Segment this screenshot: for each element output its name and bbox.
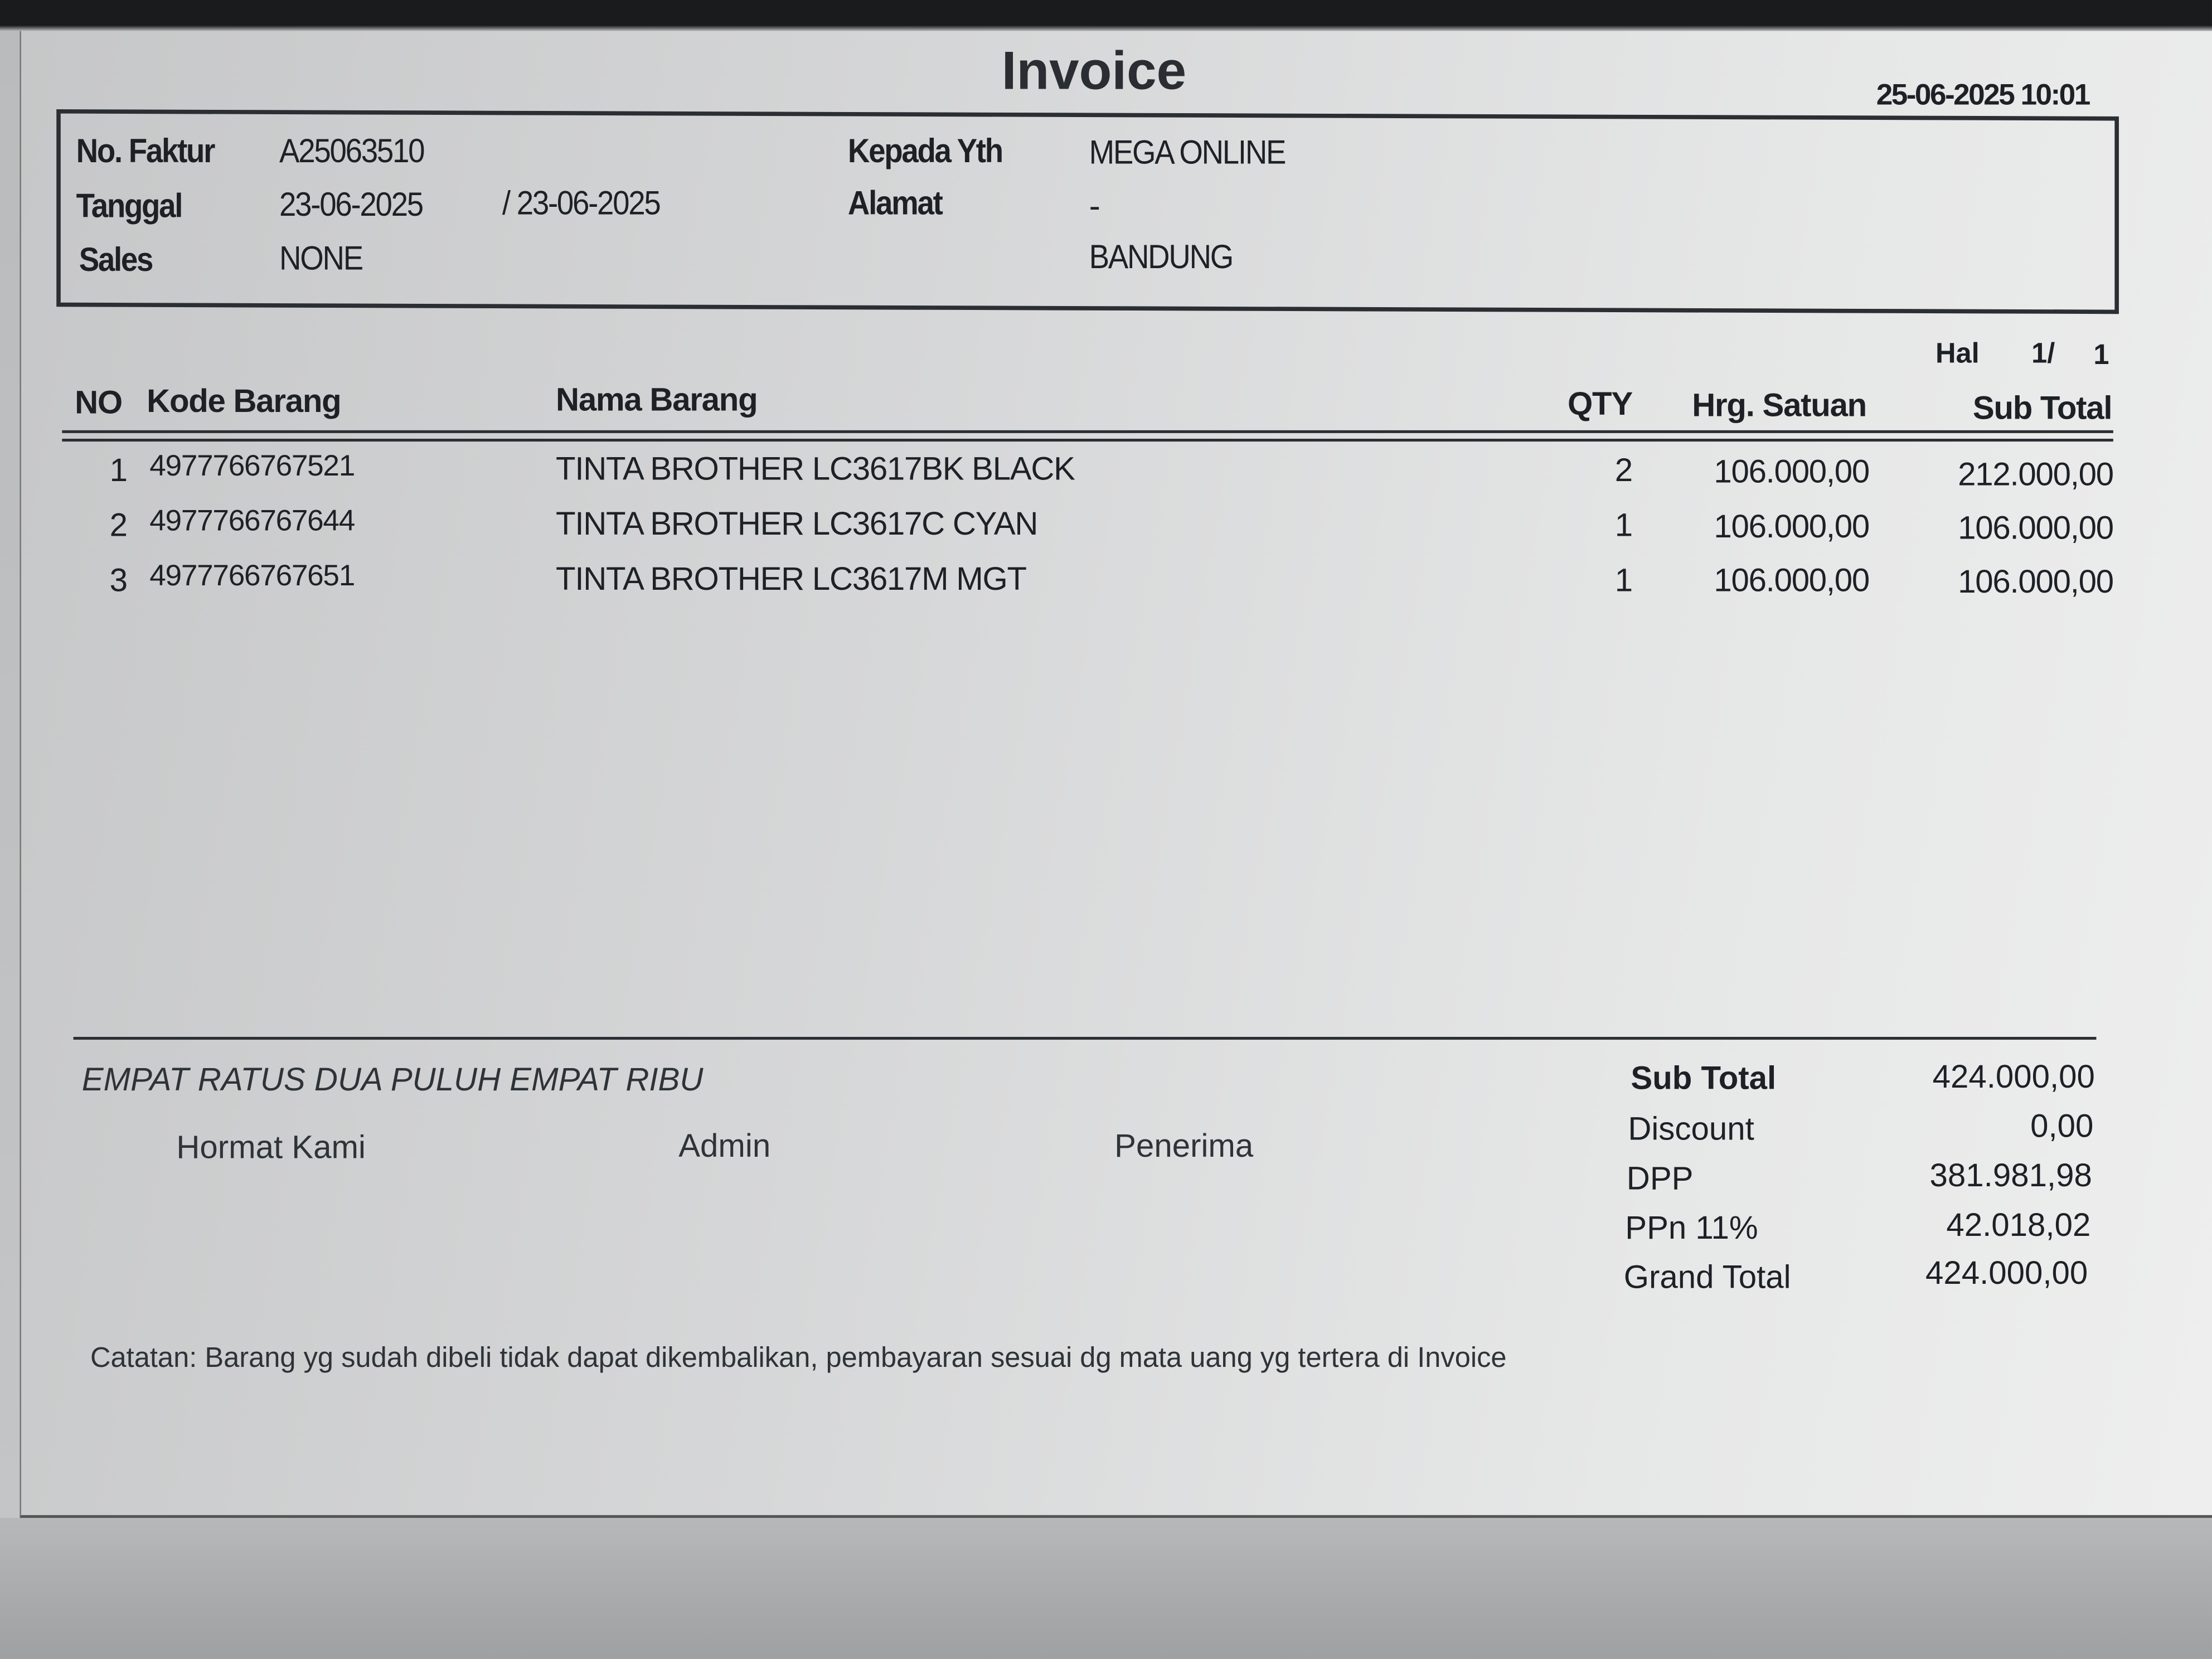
page-total: 1 <box>2093 339 2109 371</box>
row-subtotal: 106.000,00 <box>1958 562 2114 600</box>
no-faktur-label: No. Faktur <box>76 132 216 171</box>
sales-value: NONE <box>279 240 363 278</box>
row-no: 3 <box>109 561 128 598</box>
alamat-value: - <box>1089 187 1100 226</box>
col-nama-barang: Nama Barang <box>556 381 758 418</box>
row-nama: TINTA BROTHER LC3617C CYAN <box>556 505 1038 542</box>
row-no: 1 <box>109 451 128 488</box>
invoice-page <box>20 31 2212 1518</box>
discount-label: Discount <box>1628 1110 1754 1147</box>
col-sub-total: Sub Total <box>1972 389 2113 426</box>
row-kode: 4977766767651 <box>149 560 355 593</box>
col-kode-barang: Kode Barang <box>147 382 342 419</box>
footer-divider <box>73 1036 2097 1040</box>
dpp-label: DPP <box>1626 1160 1694 1196</box>
col-harga-satuan: Hrg. Satuan <box>1692 386 1867 424</box>
row-harga: 106.000,00 <box>1714 453 1870 490</box>
alamat-label: Alamat <box>847 185 943 223</box>
kota-value: BANDUNG <box>1089 238 1234 276</box>
page-current: 1/ <box>2031 338 2055 370</box>
screen-bezel-area <box>0 1517 2212 1659</box>
row-harga: 106.000,00 <box>1714 508 1870 545</box>
sales-label: Sales <box>79 241 154 280</box>
row-kode: 4977766767644 <box>149 505 355 538</box>
row-nama: TINTA BROTHER LC3617M MGT <box>556 560 1027 597</box>
page-label: Hal <box>1935 338 1980 370</box>
row-harga: 106.000,00 <box>1714 561 1870 598</box>
invoice-title: Invoice <box>1001 42 1187 102</box>
tanggal-label: Tanggal <box>76 187 183 226</box>
discount-value: 0,00 <box>2030 1107 2094 1144</box>
signature-admin: Admin <box>678 1127 771 1164</box>
ppn-label: PPn 11% <box>1625 1209 1758 1246</box>
kepada-label: Kepada Yth <box>847 132 1003 171</box>
printed-datetime: 25-06-2025 10:01 <box>1876 79 2091 111</box>
signature-penerima: Penerima <box>1114 1127 1254 1164</box>
row-no: 2 <box>109 506 128 544</box>
col-qty: QTY <box>1568 385 1633 422</box>
grand-total-label: Grand Total <box>1623 1258 1791 1296</box>
subtotal-value: 424.000,00 <box>1932 1058 2095 1095</box>
dpp-value: 381.981,98 <box>1929 1157 2092 1194</box>
row-subtotal: 212.000,00 <box>1958 455 2114 493</box>
tanggal-due-value: / 23-06-2025 <box>502 185 661 223</box>
row-nama: TINTA BROTHER LC3617BK BLACK <box>556 450 1075 487</box>
row-kode: 4977766767521 <box>149 450 355 483</box>
invoice-note: Catatan: Barang yg sudah dibeli tidak da… <box>90 1343 1507 1374</box>
row-qty: 2 <box>1614 451 1633 488</box>
row-qty: 1 <box>1614 506 1633 544</box>
header-divider <box>62 430 2113 433</box>
ppn-value: 42.018,02 <box>1946 1206 2091 1243</box>
row-subtotal: 106.000,00 <box>1958 509 2114 546</box>
signature-hormat-kami: Hormat Kami <box>176 1128 366 1166</box>
tanggal-value: 23-06-2025 <box>279 186 424 225</box>
terbilang-text: EMPAT RATUS DUA PULUH EMPAT RIBU <box>81 1061 704 1098</box>
row-qty: 1 <box>1614 561 1633 598</box>
kepada-value: MEGA ONLINE <box>1089 134 1287 172</box>
header-divider <box>62 439 2113 442</box>
subtotal-label: Sub Total <box>1631 1059 1777 1097</box>
no-faktur-value: A25063510 <box>279 132 425 171</box>
grand-total-value: 424.000,00 <box>1925 1254 2088 1291</box>
col-no: NO <box>75 384 123 421</box>
